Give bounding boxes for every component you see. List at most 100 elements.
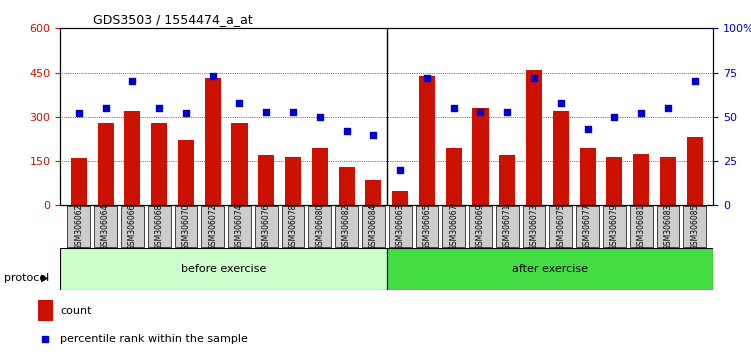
- Bar: [98, 123, 113, 205]
- Text: before exercise: before exercise: [181, 264, 266, 274]
- Bar: [258, 155, 274, 205]
- Bar: [606, 156, 623, 205]
- FancyBboxPatch shape: [469, 206, 492, 247]
- FancyBboxPatch shape: [60, 248, 387, 290]
- Bar: [38, 300, 53, 321]
- FancyBboxPatch shape: [389, 206, 412, 247]
- Point: [581, 126, 593, 132]
- Text: GSM306085: GSM306085: [690, 203, 699, 250]
- FancyBboxPatch shape: [387, 248, 713, 290]
- Text: count: count: [60, 306, 92, 316]
- FancyBboxPatch shape: [309, 206, 331, 247]
- FancyBboxPatch shape: [282, 206, 304, 247]
- Text: after exercise: after exercise: [512, 264, 588, 274]
- FancyBboxPatch shape: [228, 206, 251, 247]
- Bar: [553, 111, 569, 205]
- FancyBboxPatch shape: [121, 206, 143, 247]
- Point: [153, 105, 165, 111]
- Bar: [339, 167, 354, 205]
- Text: GSM306070: GSM306070: [182, 203, 191, 250]
- Bar: [365, 180, 382, 205]
- Point: [314, 114, 326, 120]
- Text: GSM306064: GSM306064: [101, 203, 110, 250]
- Bar: [151, 123, 167, 205]
- FancyBboxPatch shape: [523, 206, 545, 247]
- Point: [234, 100, 246, 105]
- FancyBboxPatch shape: [201, 206, 224, 247]
- Point: [341, 128, 353, 134]
- Bar: [686, 137, 703, 205]
- Text: GSM306068: GSM306068: [155, 203, 164, 250]
- Text: GSM306083: GSM306083: [663, 203, 672, 250]
- Point: [288, 184, 300, 190]
- Text: GSM306077: GSM306077: [583, 203, 592, 250]
- Point: [287, 109, 299, 114]
- Text: GSM306072: GSM306072: [208, 203, 217, 250]
- Text: GSM306075: GSM306075: [556, 203, 566, 250]
- Point: [73, 110, 85, 116]
- Point: [608, 114, 620, 120]
- Text: GSM306067: GSM306067: [449, 203, 458, 250]
- Bar: [178, 141, 194, 205]
- FancyBboxPatch shape: [442, 206, 465, 247]
- Text: GSM306071: GSM306071: [502, 203, 511, 250]
- Text: protocol: protocol: [4, 273, 49, 283]
- FancyBboxPatch shape: [94, 206, 117, 247]
- Bar: [472, 108, 488, 205]
- Bar: [445, 148, 462, 205]
- Point: [448, 105, 460, 111]
- Point: [394, 167, 406, 173]
- FancyBboxPatch shape: [630, 206, 653, 247]
- Text: GSM306080: GSM306080: [315, 203, 324, 250]
- Bar: [71, 158, 87, 205]
- Bar: [205, 79, 221, 205]
- Point: [555, 100, 567, 105]
- Point: [501, 109, 513, 114]
- FancyBboxPatch shape: [656, 206, 680, 247]
- Point: [689, 79, 701, 84]
- Text: GSM306079: GSM306079: [610, 203, 619, 250]
- Point: [367, 132, 379, 137]
- Text: GSM306063: GSM306063: [396, 203, 405, 250]
- FancyBboxPatch shape: [683, 206, 706, 247]
- Point: [126, 79, 138, 84]
- FancyBboxPatch shape: [415, 206, 439, 247]
- Text: GSM306081: GSM306081: [637, 204, 646, 250]
- Point: [100, 105, 112, 111]
- Text: GSM306082: GSM306082: [342, 204, 351, 250]
- Bar: [285, 156, 301, 205]
- Bar: [419, 75, 435, 205]
- FancyBboxPatch shape: [174, 206, 198, 247]
- Bar: [312, 148, 328, 205]
- Text: GSM306084: GSM306084: [369, 203, 378, 250]
- FancyBboxPatch shape: [362, 206, 385, 247]
- Text: GSM306066: GSM306066: [128, 203, 137, 250]
- Point: [180, 110, 192, 116]
- Text: GSM306073: GSM306073: [529, 203, 538, 250]
- FancyBboxPatch shape: [148, 206, 170, 247]
- Bar: [660, 156, 676, 205]
- FancyBboxPatch shape: [255, 206, 278, 247]
- Text: GSM306078: GSM306078: [288, 203, 297, 250]
- FancyBboxPatch shape: [496, 206, 519, 247]
- Text: GSM306062: GSM306062: [74, 203, 83, 250]
- FancyBboxPatch shape: [68, 206, 90, 247]
- Bar: [526, 70, 542, 205]
- Bar: [499, 155, 515, 205]
- Bar: [231, 123, 248, 205]
- Point: [261, 109, 273, 114]
- Text: GSM306076: GSM306076: [262, 203, 271, 250]
- Text: percentile rank within the sample: percentile rank within the sample: [60, 334, 248, 344]
- Text: GSM306074: GSM306074: [235, 203, 244, 250]
- Bar: [392, 190, 409, 205]
- Point: [207, 73, 219, 79]
- Text: GSM306069: GSM306069: [476, 203, 485, 250]
- Point: [475, 109, 487, 114]
- Bar: [580, 148, 596, 205]
- FancyBboxPatch shape: [550, 206, 572, 247]
- Text: GSM306065: GSM306065: [422, 203, 431, 250]
- Point: [421, 75, 433, 81]
- Text: GDS3503 / 1554474_a_at: GDS3503 / 1554474_a_at: [93, 13, 252, 26]
- Bar: [633, 154, 649, 205]
- Point: [528, 75, 540, 81]
